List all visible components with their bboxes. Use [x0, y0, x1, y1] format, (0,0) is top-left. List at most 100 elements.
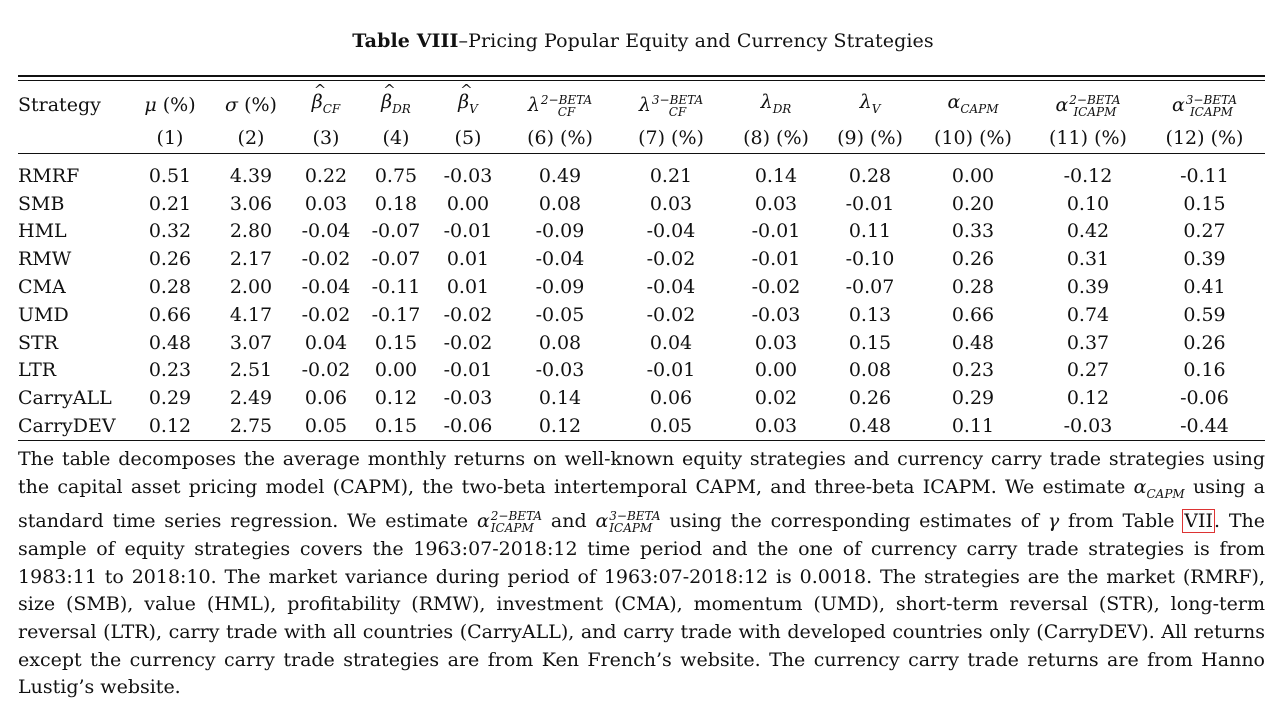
value-cell: 0.03: [754, 331, 798, 354]
value-cell: 0.08: [538, 331, 582, 354]
value-cell: 0.14: [754, 164, 798, 187]
value-cell: 0.26: [148, 248, 192, 271]
value-cell: 0.14: [538, 387, 582, 410]
value-cell: -0.01: [646, 359, 696, 382]
value-cell: -0.02: [301, 359, 351, 382]
value-cell: 0.00: [374, 359, 418, 382]
value-cell: -0.09: [535, 220, 585, 243]
value-cell: 0.75: [374, 164, 418, 187]
col-num-4: (4): [382, 126, 410, 149]
value-cell: -0.02: [443, 303, 493, 326]
table-row: UMD 0.66 4.17 -0.02 -0.17 -0.02 -0.05 -0.02 -0.0…: [18, 302, 1265, 330]
value-cell: -0.02: [301, 248, 351, 271]
strategy-cell: CMA: [18, 275, 66, 298]
value-cell: 0.28: [848, 164, 892, 187]
value-cell: -0.04: [646, 220, 696, 243]
value-cell: 0.02: [754, 387, 798, 410]
value-cell: -0.01: [443, 359, 493, 382]
value-cell: 0.04: [304, 331, 348, 354]
value-cell: -0.07: [371, 220, 421, 243]
col-num-10: (10) (%): [934, 126, 1012, 149]
value-cell: 0.01: [446, 248, 490, 271]
table-notes: The table decomposes the average monthly…: [18, 448, 1266, 699]
value-cell: -0.12: [1063, 164, 1113, 187]
value-cell: 0.00: [951, 164, 995, 187]
value-cell: 0.32: [148, 220, 192, 243]
value-cell: -0.44: [1180, 414, 1229, 437]
col-header-mu: μ (%): [144, 94, 196, 117]
value-cell: 0.15: [374, 331, 418, 354]
value-cell: 0.28: [951, 275, 995, 298]
value-cell: 4.39: [229, 164, 273, 187]
value-cell: 0.48: [848, 414, 892, 437]
value-cell: 0.11: [848, 220, 892, 243]
strategy-cell: CarryALL: [18, 387, 112, 410]
value-cell: 0.22: [304, 164, 348, 187]
value-cell: -0.01: [751, 220, 801, 243]
header-rule: [18, 153, 1265, 154]
value-cell: 0.26: [848, 387, 892, 410]
col-header-alpha-icapm-3beta: α 3−BETA ICAPM: [1171, 93, 1238, 120]
value-cell: 0.18: [374, 192, 418, 215]
value-cell: 0.21: [148, 192, 192, 215]
value-cell: 2.17: [229, 248, 273, 271]
table-row: LTR 0.23 2.51 -0.02 0.00 -0.01 -0.03 -0.01 0.00 0…: [18, 357, 1265, 385]
value-cell: 0.00: [754, 359, 798, 382]
col-num-8: (8) (%): [743, 126, 809, 149]
value-cell: 0.04: [649, 331, 693, 354]
table-row: RMRF 0.51 4.39 0.22 0.75 -0.03 0.49 0.21 0.14 0.2…: [18, 163, 1265, 191]
col-num-0: [18, 123, 130, 153]
value-cell: 0.20: [951, 192, 995, 215]
value-cell: -0.03: [1063, 414, 1113, 437]
value-cell: 0.39: [1183, 248, 1226, 271]
value-cell: 0.06: [649, 387, 693, 410]
table-header: Strategy μ (%) σ (%) βCF βDR βV λ2−BETAC…: [18, 76, 1265, 163]
col-header-beta-cf: βCF: [292, 76, 360, 123]
value-cell: 0.15: [374, 414, 418, 437]
value-cell: 0.27: [1183, 220, 1226, 243]
value-cell: -0.01: [845, 192, 895, 215]
value-cell: 0.37: [1066, 331, 1110, 354]
value-cell: 4.17: [229, 303, 273, 326]
table-row: STR 0.48 3.07 0.04 0.15 -0.02 0.08 0.04 0.03 0.15…: [18, 330, 1265, 358]
col-header-lambda-cf-2beta: λ 2−BETA CF: [527, 93, 593, 120]
value-cell: 0.48: [951, 331, 995, 354]
value-cell: -0.02: [443, 331, 493, 354]
value-cell: -0.04: [301, 220, 351, 243]
strategy-cell: SMB: [18, 192, 65, 215]
value-cell: 0.12: [374, 387, 418, 410]
value-cell: 0.23: [951, 359, 995, 382]
value-cell: 0.06: [304, 387, 348, 410]
value-cell: 0.13: [848, 303, 892, 326]
table-ref-link[interactable]: VII: [1182, 509, 1215, 534]
value-cell: 0.08: [538, 192, 582, 215]
strategy-cell: RMRF: [18, 164, 80, 187]
value-cell: 0.21: [649, 164, 693, 187]
col-header-beta-v: βV: [432, 76, 504, 123]
table-row: SMB 0.21 3.06 0.03 0.18 0.00 0.08 0.03 0.03 -0.01…: [18, 191, 1265, 219]
col-header-beta-dr: βDR: [360, 76, 432, 123]
bottom-rule: [18, 440, 1265, 441]
value-cell: -0.11: [1180, 164, 1229, 187]
value-cell: 0.03: [304, 192, 348, 215]
value-cell: 2.49: [229, 387, 273, 410]
value-cell: 2.75: [229, 414, 273, 437]
strategy-cell: RMW: [18, 248, 72, 271]
value-cell: 0.31: [1066, 248, 1110, 271]
value-cell: 0.66: [148, 303, 192, 326]
value-cell: 0.51: [148, 164, 192, 187]
value-cell: 0.49: [538, 164, 582, 187]
value-cell: 0.27: [1066, 359, 1110, 382]
value-cell: 0.16: [1183, 359, 1226, 382]
value-cell: -0.07: [371, 248, 421, 271]
value-cell: -0.03: [535, 359, 585, 382]
pricing-table: Strategy μ (%) σ (%) βCF βDR βV λ2−BETAC…: [18, 76, 1265, 441]
strategy-cell: HML: [18, 220, 67, 243]
value-cell: 0.11: [951, 414, 995, 437]
col-header-strategy: Strategy: [18, 94, 101, 117]
value-cell: 0.12: [1066, 387, 1110, 410]
value-cell: 0.29: [148, 387, 192, 410]
value-cell: 0.42: [1066, 220, 1110, 243]
table-title: –Pricing Popular Equity and Currency Str…: [458, 30, 934, 52]
value-cell: 0.48: [148, 331, 192, 354]
